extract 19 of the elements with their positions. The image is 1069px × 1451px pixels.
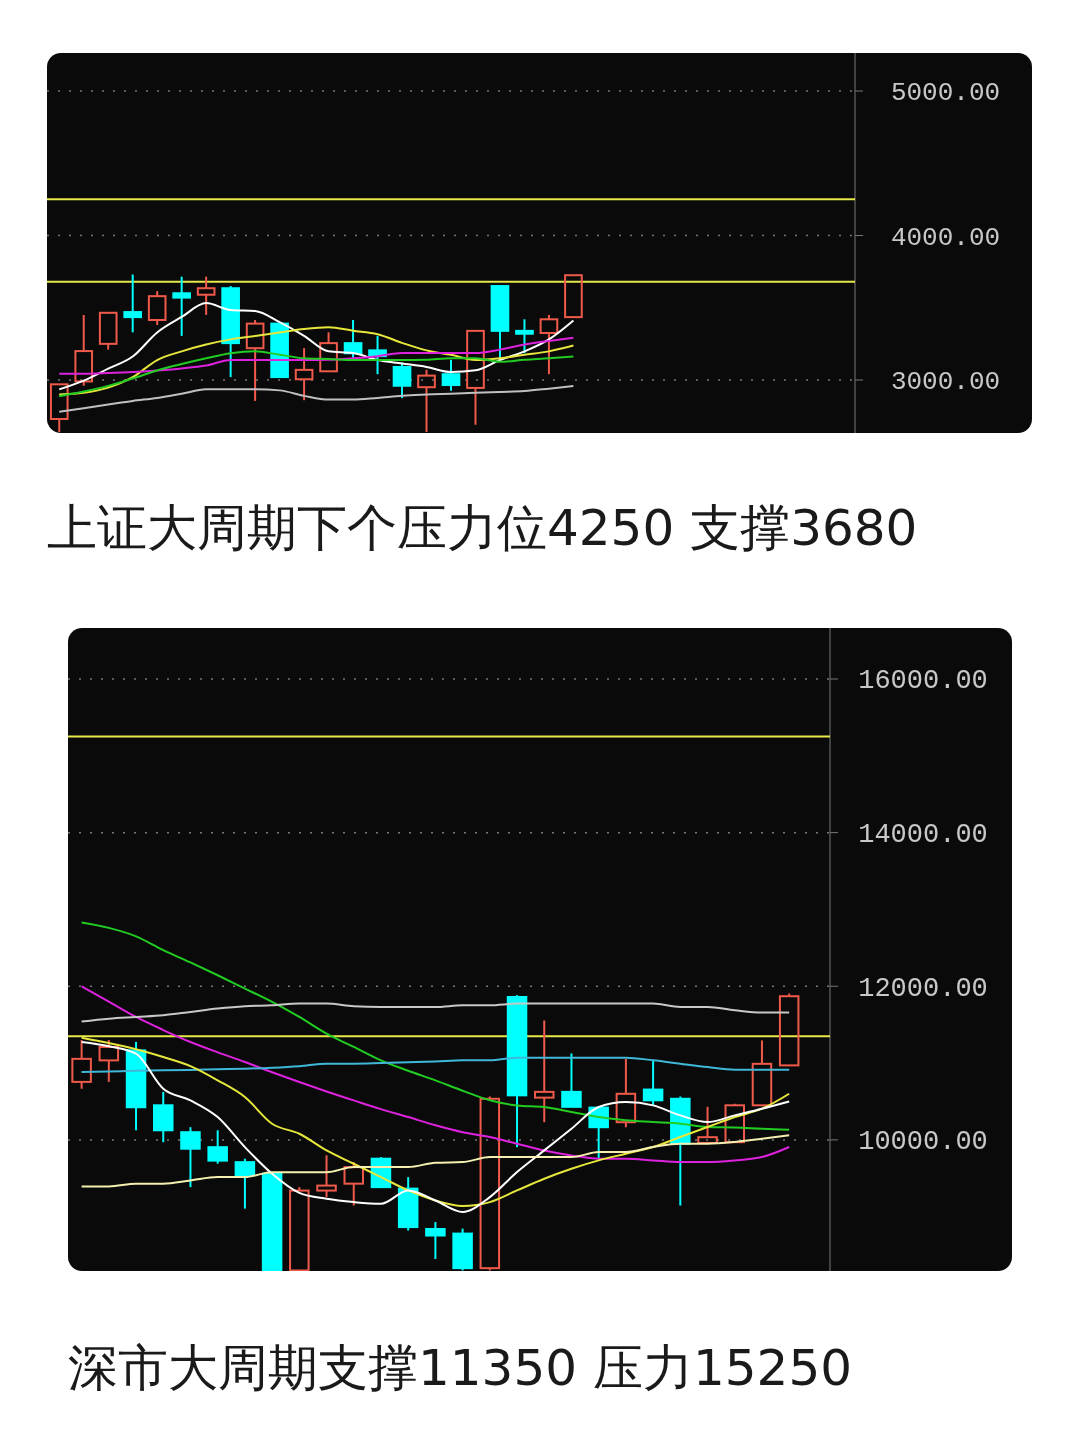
y-tick-label: 10000.00 — [858, 1127, 988, 1158]
y-tick-label: 16000.00 — [858, 666, 988, 697]
candlestick — [534, 1019, 555, 1124]
text: 上证大周期下个压力位4250 支撑3680 — [47, 499, 918, 557]
line-series — [58, 336, 575, 375]
line-series — [80, 1002, 791, 1023]
line-series — [80, 985, 791, 1164]
y-tick-label: 14000.00 — [858, 820, 988, 851]
y-tick-label: 12000.00 — [858, 973, 988, 1004]
line-series — [80, 1134, 791, 1188]
y-tick-label: 4000.00 — [890, 222, 1001, 253]
y-tick-label: 5000.00 — [890, 78, 1001, 109]
candlestick — [515, 318, 534, 355]
text: 深市大周期支撑11350 压力15250 — [68, 1339, 853, 1397]
candlestick — [123, 273, 143, 334]
candlestick — [172, 275, 191, 337]
y-tick-label: 3000.00 — [890, 367, 1001, 398]
candlestick — [294, 347, 314, 402]
line-series — [80, 921, 791, 1131]
